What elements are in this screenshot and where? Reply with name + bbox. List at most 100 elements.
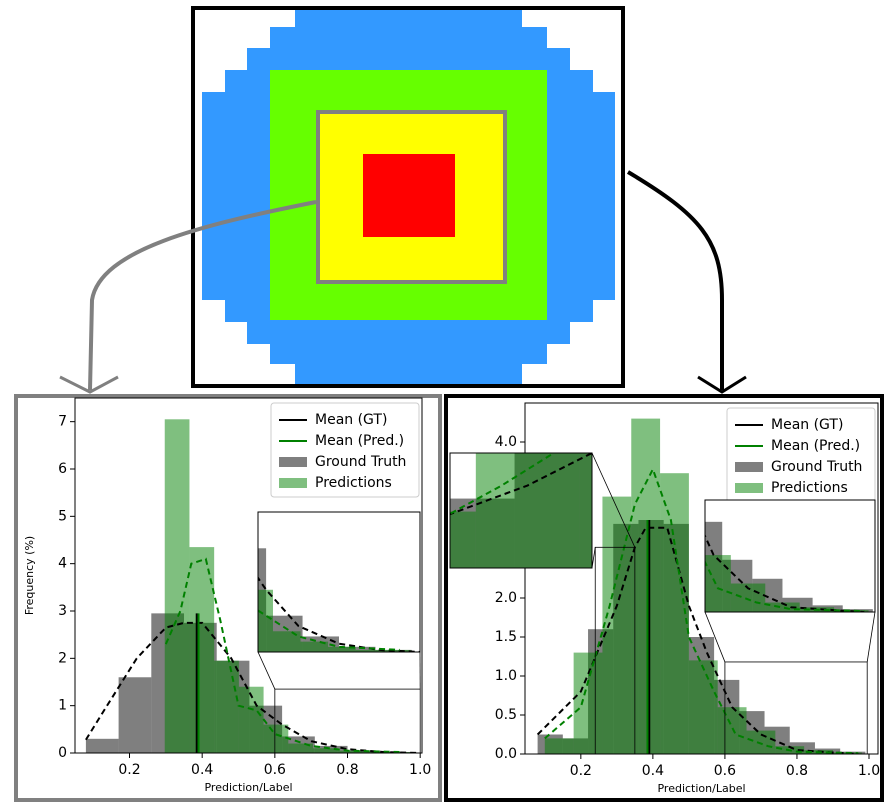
- density-curve: [258, 607, 400, 651]
- chart: 0.2 0.4 0.6 0.8 1.0 0 1 2 3 4 5 6 7 Prediction/Label F…: [23, 397, 431, 794]
- histogram-bar: [272, 631, 301, 652]
- legend-swatch: [735, 483, 763, 493]
- zoom-connector: [591, 547, 596, 569]
- histogram-bar: [383, 649, 411, 652]
- histogram-bar: [85, 738, 119, 753]
- y-tick-label: 1: [58, 698, 67, 714]
- plot-area: [85, 419, 421, 753]
- x-tick-label: 0.4: [642, 763, 664, 779]
- grid-diagram: [59, 6, 747, 394]
- arrow-left: [88, 200, 317, 391]
- histogram-bar: [631, 418, 661, 754]
- y-tick-label: 7: [58, 414, 67, 430]
- density-curve: [544, 466, 859, 754]
- histogram-bar: [705, 555, 731, 612]
- density-curve: [536, 526, 859, 754]
- histogram-bar: [288, 743, 313, 753]
- legend-label: Ground Truth: [315, 454, 406, 470]
- legend-swatch: [279, 478, 307, 488]
- histogram-bar: [544, 738, 574, 754]
- histogram-bar: [263, 724, 289, 753]
- density-curve: [164, 557, 403, 753]
- histogram-bar: [688, 660, 718, 754]
- inset-frame: [449, 452, 593, 569]
- x-tick-label: 1.0: [409, 762, 431, 778]
- legend-swatch: [279, 457, 307, 467]
- histogram-bar: [189, 547, 215, 753]
- legend-label: Mean (Pred.): [771, 438, 860, 454]
- x-axis-label: Prediction/Label: [204, 781, 292, 794]
- histogram-bar: [300, 641, 329, 652]
- legend-label: Mean (GT): [771, 417, 843, 433]
- x-tick-label: 0.6: [714, 763, 736, 779]
- histogram-bar: [118, 677, 152, 753]
- zoom-connector: [866, 611, 876, 663]
- x-tick-label: 0.4: [191, 762, 213, 778]
- y-tick-label: 1.5: [495, 629, 517, 645]
- x-tick-label: 1.0: [858, 763, 880, 779]
- y-tick-label: 2.0: [495, 590, 517, 606]
- histogram-bar: [312, 748, 338, 753]
- histogram-bar: [214, 660, 239, 753]
- legend-label: Predictions: [315, 475, 392, 491]
- legend-box: [270, 402, 420, 498]
- zoom-region: [724, 661, 868, 755]
- x-axis-label: Prediction/Label: [657, 782, 745, 795]
- y-tick-label: 0.0: [495, 746, 517, 762]
- arrowhead-left: [59, 375, 119, 394]
- histogram-bar: [765, 602, 800, 612]
- histogram-bar: [355, 649, 384, 652]
- histogram-bar: [579, 453, 592, 568]
- histogram-bar: [258, 589, 273, 652]
- y-tick-label: 4.0: [495, 434, 517, 450]
- density-curve: [705, 533, 865, 612]
- arrowhead-right: [697, 375, 747, 394]
- y-tick-label: 4: [58, 556, 67, 572]
- zoom-connector: [704, 611, 726, 663]
- density-curve: [85, 621, 421, 753]
- legend-label: Ground Truth: [771, 459, 862, 475]
- legend: Mean (GT) Mean (Pred.) Ground Truth Predict…: [270, 402, 420, 498]
- density-curve: [450, 453, 592, 516]
- histogram-bar: [339, 646, 376, 652]
- zoom-connector: [591, 452, 636, 548]
- x-tick-label: 0.2: [570, 763, 592, 779]
- legend: Mean (GT) Mean (Pred.) Ground Truth Predict…: [726, 407, 876, 503]
- histogram-bar: [717, 707, 747, 754]
- histogram-bar: [475, 453, 580, 568]
- histogram-bar: [450, 511, 476, 568]
- zoom-connector: [257, 651, 276, 690]
- histogram-bar: [660, 473, 689, 754]
- y-tick-label: 5: [58, 508, 67, 524]
- y-tick-label: 0.5: [495, 707, 517, 723]
- legend-label: Mean (Pred.): [315, 433, 404, 449]
- y-tick-label: 2: [58, 650, 67, 666]
- chart: 0.20.40.60.81.00.00.51.01.52.02.53.03.54…: [449, 402, 880, 795]
- plot-area: [536, 418, 866, 754]
- zoom-region: [594, 546, 636, 755]
- legend-swatch: [735, 462, 763, 472]
- y-tick-label: 0: [58, 745, 67, 761]
- x-tick-label: 0.8: [336, 762, 358, 778]
- inset-plot: [705, 521, 873, 612]
- inset-frame: [257, 511, 421, 653]
- axes-frame: [74, 397, 423, 754]
- legend-label: Predictions: [771, 480, 848, 496]
- yellow-region: [316, 110, 507, 284]
- x-tick-label: 0.8: [786, 763, 808, 779]
- arrow-right: [626, 170, 724, 390]
- y-tick-label: 1.0: [495, 668, 517, 684]
- histogram-bar: [337, 750, 363, 753]
- y-tick-label: 6: [58, 461, 67, 477]
- y-tick-label: 3: [58, 603, 67, 619]
- histogram-bar: [573, 652, 603, 754]
- legend-label: Mean (GT): [315, 412, 387, 428]
- inset-plot: [258, 548, 420, 652]
- histogram-bar: [328, 646, 356, 652]
- histogram-bar: [238, 686, 264, 753]
- inset-plot: [450, 453, 592, 568]
- red-region: [363, 154, 455, 237]
- x-tick-label: 0.6: [264, 762, 286, 778]
- axes-frame: [524, 402, 879, 755]
